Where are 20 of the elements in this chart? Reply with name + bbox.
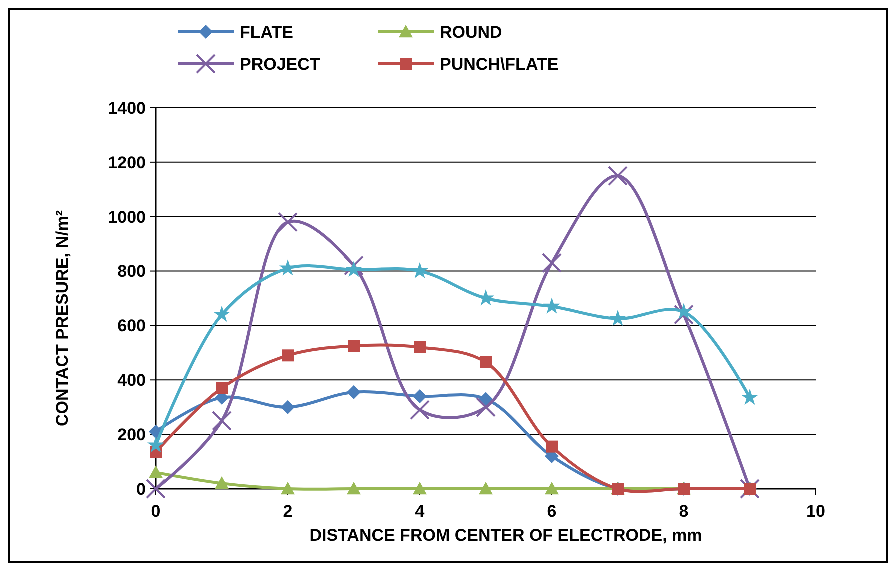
y-tick-label: 200 bbox=[118, 426, 146, 445]
legend-label: PROJECT bbox=[240, 54, 321, 74]
x-tick-label: 0 bbox=[151, 502, 161, 521]
y-tick-label: 1400 bbox=[108, 98, 146, 118]
x-tick-label: 4 bbox=[415, 502, 426, 521]
y-tick-label: 1000 bbox=[108, 208, 146, 227]
y-tick-label: 800 bbox=[118, 262, 146, 282]
y-tick-label: 600 bbox=[118, 316, 146, 336]
x-tick-label: 10 bbox=[806, 502, 826, 521]
legend-label: ROUND bbox=[440, 22, 502, 42]
y-tick-label: 400 bbox=[118, 371, 146, 390]
x-tick-label: 2 bbox=[283, 502, 293, 521]
x-axis-title: DISTANCE FROM CENTER OF ELECTRODE, mm bbox=[310, 526, 702, 545]
legend-label: PUNCH\FLATE bbox=[440, 54, 559, 74]
x-tick-label: 8 bbox=[679, 502, 689, 521]
y-axis-title: CONTACT PRESURE, N/m² bbox=[53, 210, 72, 426]
x-tick-label: 6 bbox=[547, 502, 557, 521]
y-tick-label: 1200 bbox=[108, 153, 146, 172]
y-tick-label: 0 bbox=[136, 480, 146, 499]
legend-label: FLATE bbox=[240, 22, 294, 42]
